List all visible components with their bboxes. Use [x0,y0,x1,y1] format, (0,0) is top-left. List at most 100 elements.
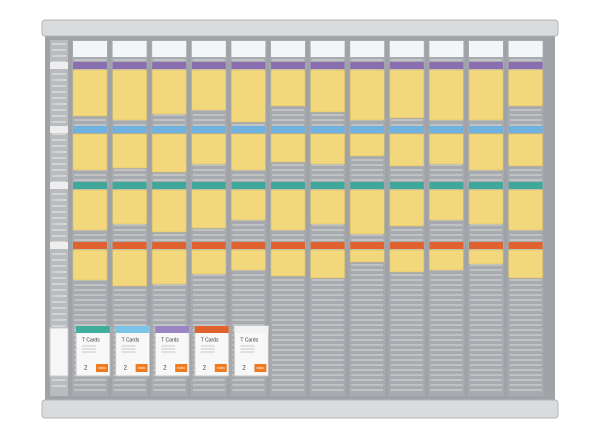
color-strip [271,242,305,249]
yellow-cards [468,69,504,121]
color-strip [429,126,464,133]
color-strip [73,242,107,249]
yellow-cards [310,133,345,165]
index-tab [50,182,68,189]
yellow-cards [508,133,543,167]
yellow-cards [112,189,147,225]
pack-title: T Cards [240,337,258,343]
pack-logo: nobo [138,366,146,370]
header-card [350,41,385,57]
pack-number: 2 [163,366,167,372]
logo-badge [254,364,267,372]
index-tab [50,126,68,133]
color-strip [112,242,147,249]
header-card [389,41,424,57]
color-strip [112,182,147,189]
yellow-cards [468,133,504,171]
yellow-cards [508,69,543,107]
yellow-cards [389,189,425,227]
pack-logo: nobo [217,366,225,370]
pack-logo: nobo [98,366,106,370]
pack-logo: nobo [257,366,265,370]
yellow-cards [112,133,147,169]
pack-top [115,326,150,333]
index-tab [50,62,68,69]
color-strip [271,62,305,69]
logo-badge [96,364,108,372]
yellow-cards [72,249,108,281]
pack-title: T Cards [161,337,179,343]
yellow-cards [191,189,227,229]
color-strip [112,62,147,69]
yellow-cards [231,189,266,221]
color-strip [429,182,464,189]
pack-top [234,326,269,333]
pack-number: 2 [242,366,246,372]
header-card [191,41,226,57]
yellow-cards [389,133,425,167]
yellow-cards [112,69,147,121]
color-strip [469,182,503,189]
header-card [429,41,464,57]
yellow-cards [191,249,227,275]
pack-number: 2 [84,366,88,372]
pack-top [76,326,110,333]
color-strip [73,126,107,133]
color-strip [350,62,385,69]
yellow-cards [349,69,385,121]
yellow-cards [151,189,187,233]
yellow-cards [468,249,504,265]
pack-number: 2 [203,366,207,372]
yellow-cards [270,69,306,107]
yellow-cards [231,133,266,171]
yellow-cards [191,69,227,111]
yellow-cards [151,69,187,115]
pack-title: T Cards [82,337,100,343]
color-strip [389,62,424,69]
yellow-cards [72,133,108,171]
top-rail [41,19,559,37]
color-strip [73,182,107,189]
yellow-cards [151,249,187,285]
header-card [112,41,147,57]
pack-top [155,326,190,333]
pack-logo: nobo [177,366,185,370]
color-strip [429,62,464,69]
yellow-cards [270,189,306,231]
color-strip [310,126,345,133]
yellow-cards [429,133,464,165]
color-strip [508,126,543,133]
yellow-cards [508,189,543,231]
color-strip [152,126,187,133]
yellow-cards [429,69,464,121]
color-strip [231,126,266,133]
pack-number: 2 [124,366,128,372]
logo-badge [175,364,188,372]
color-strip [508,242,543,249]
color-strip [231,242,266,249]
color-strip [191,182,226,189]
yellow-cards [389,249,425,273]
logo-badge [135,364,148,372]
header-card [310,41,345,57]
pack-top [194,326,229,333]
yellow-cards [310,249,345,279]
color-strip [191,242,226,249]
color-strip [271,182,305,189]
yellow-cards [310,189,345,225]
color-strip [231,62,266,69]
yellow-cards [231,69,266,123]
yellow-cards [231,249,266,271]
color-strip [350,182,385,189]
yellow-cards [508,249,543,279]
color-strip [389,182,424,189]
color-strip [389,242,424,249]
color-strip [350,126,385,133]
yellow-cards [151,133,187,173]
yellow-cards [191,133,227,165]
color-strip [350,242,385,249]
columns [50,40,544,396]
index-tab [50,242,68,249]
color-strip [191,126,226,133]
color-strip [310,182,345,189]
